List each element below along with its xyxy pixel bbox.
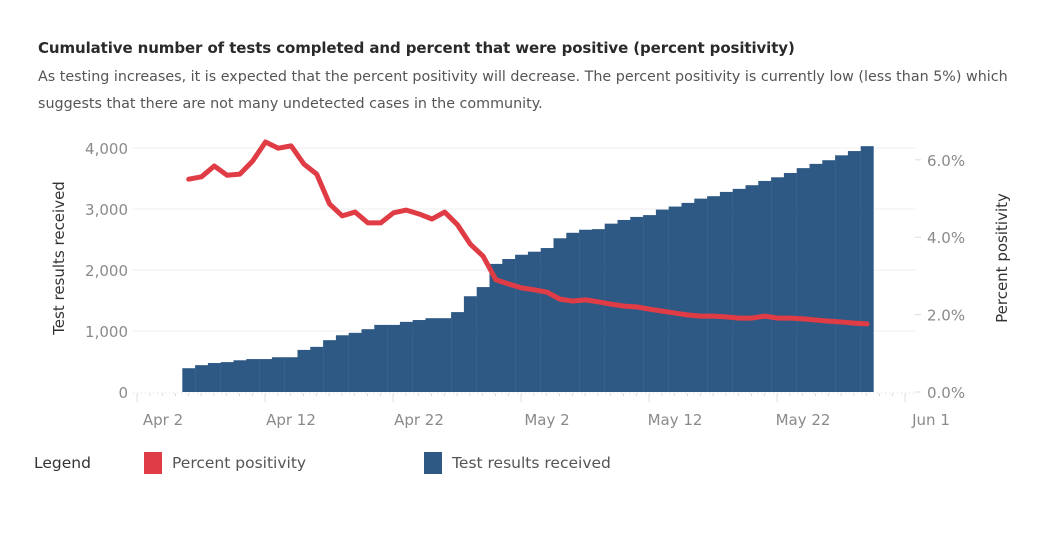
y2-tick-label: 6.0% — [927, 152, 965, 170]
bar — [566, 232, 580, 392]
bar — [361, 329, 375, 392]
bar — [707, 196, 721, 392]
x-tick-label: May 22 — [776, 411, 831, 429]
bar — [796, 168, 810, 392]
legend: Legend Percent positivity Test results r… — [34, 452, 729, 474]
y2-tick-label: 0.0% — [927, 384, 965, 402]
bar — [719, 191, 733, 392]
bar — [771, 177, 785, 392]
x-tick-label: Apr 22 — [394, 411, 444, 429]
bar — [758, 180, 772, 392]
y-tick-label: 0 — [118, 384, 128, 402]
bar — [271, 357, 285, 392]
bar — [233, 360, 247, 392]
bar — [412, 320, 426, 392]
x-tick-label: May 12 — [648, 411, 703, 429]
bar — [745, 185, 759, 392]
bar — [310, 346, 324, 392]
bar — [668, 206, 682, 392]
x-tick-label: May 2 — [524, 411, 569, 429]
y2-tick-label: 2.0% — [927, 307, 965, 325]
bar — [323, 340, 337, 392]
bar — [259, 359, 273, 392]
bar — [399, 321, 413, 392]
bar — [681, 202, 695, 392]
legend-item-percent-positivity[interactable]: Percent positivity — [144, 452, 306, 474]
x-tick-label: Apr 12 — [266, 411, 316, 429]
bar — [451, 312, 465, 392]
bar — [284, 357, 298, 392]
bar — [835, 155, 849, 392]
bar — [220, 362, 234, 392]
chart-title: Cumulative number of tests completed and… — [38, 39, 795, 57]
bar — [438, 318, 452, 392]
bar — [591, 229, 605, 392]
bar — [809, 163, 823, 392]
bar — [207, 363, 221, 392]
legend-label: Percent positivity — [172, 454, 307, 472]
bar — [515, 254, 529, 392]
legend-swatch-percent-positivity — [144, 452, 162, 474]
bar — [387, 324, 401, 392]
y-tick-label: 4,000 — [85, 140, 128, 158]
legend-swatch-test-results — [424, 452, 443, 474]
y2-tick-label: 4.0% — [927, 229, 965, 247]
y-tick-label: 1,000 — [85, 323, 128, 341]
bar — [783, 173, 797, 392]
bar — [540, 248, 554, 392]
bar — [489, 263, 503, 392]
bar — [655, 209, 669, 392]
bar — [182, 368, 196, 392]
percent-positivity-line — [186, 139, 870, 327]
bar — [195, 365, 209, 392]
bar — [604, 223, 618, 392]
y-tick-label: 2,000 — [85, 262, 128, 280]
bar — [847, 151, 861, 392]
bar — [579, 229, 593, 392]
bar — [643, 215, 657, 392]
bar — [476, 287, 490, 392]
x-tick-label: Jun 1 — [911, 411, 950, 429]
bar — [348, 332, 362, 392]
y-tick-label: 3,000 — [85, 201, 128, 219]
bar — [553, 238, 567, 392]
bar — [527, 251, 541, 392]
bar — [694, 198, 708, 392]
bar — [246, 359, 260, 392]
chart-subtitle: As testing increases, it is expected tha… — [38, 69, 1008, 112]
y2-axis-title: Percent positivity — [993, 193, 1011, 323]
bar — [463, 296, 477, 392]
bar — [822, 160, 836, 392]
bar — [374, 324, 388, 392]
bar — [860, 146, 874, 392]
y-axis-title: Test results received — [50, 181, 68, 336]
legend-label: Test results received — [452, 454, 611, 472]
bar — [297, 349, 311, 392]
legend-title: Legend — [34, 454, 91, 472]
bar — [502, 259, 516, 392]
x-tick-label: Apr 2 — [143, 411, 183, 429]
bar — [732, 188, 746, 392]
legend-item-test-results[interactable]: Test results received — [424, 452, 611, 474]
bar — [425, 318, 439, 392]
bar — [335, 335, 349, 392]
